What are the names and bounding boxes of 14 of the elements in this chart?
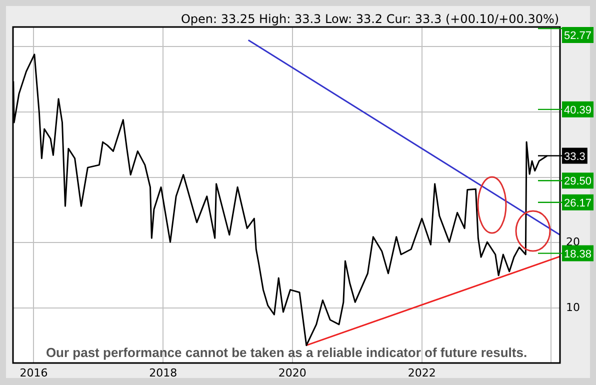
x-tick-label: 2018 [149, 366, 178, 380]
x-tick-label: 2022 [408, 366, 436, 380]
annotation: Our past performance cannot be taken as a reliable indicator of future results. [46, 345, 528, 360]
x-tick-label: 2016 [20, 366, 48, 380]
ref-line-label: 40.39 [564, 104, 592, 116]
ref-line-label: 26.17 [564, 197, 592, 210]
ref-line-label: 29.50 [564, 176, 592, 188]
ref-line-label: 33.3 [564, 150, 586, 163]
ref-line-label: 18.38 [564, 248, 592, 260]
ref-line-label: 52.77 [564, 30, 592, 42]
chart-subtitle: Open: 33.25 High: 33.3 Low: 33.2 Cur: 33.3 (+00.10/+00.30%) [180, 12, 560, 26]
y-tick-label: 10 [566, 300, 580, 314]
x-tick-label: 2020 [278, 366, 306, 380]
y-tick-label: 20 [566, 236, 580, 249]
